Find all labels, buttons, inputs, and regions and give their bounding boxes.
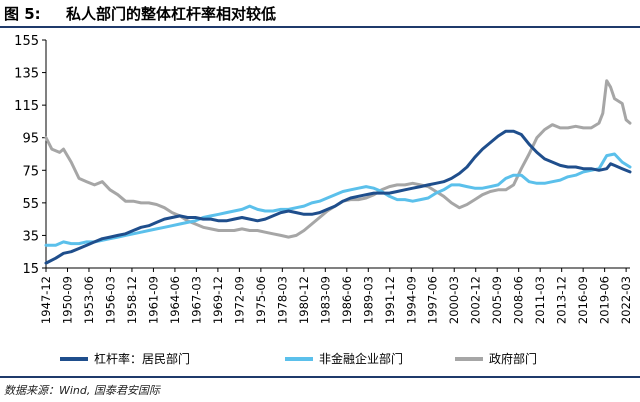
y-tick-label: 75 — [22, 164, 39, 179]
legend: 杠杆率：居民部门 非金融企业部门 政府部门 — [0, 348, 640, 370]
x-tick-label: 2011-03 — [533, 276, 547, 324]
legend-label-household: 杠杆率：居民部门 — [94, 352, 191, 366]
x-tick-label: 2016-09 — [576, 276, 590, 324]
title-divider — [0, 26, 640, 28]
x-tick-label: 2000-03 — [447, 276, 461, 324]
legend-item-corporate: 非金融企业部门 — [285, 350, 403, 367]
x-tick-label: 1986-06 — [340, 276, 354, 324]
x-tick-label: 2008-06 — [512, 276, 526, 324]
x-tick-label: 2022-03 — [619, 276, 633, 324]
legend-item-household: 杠杆率：居民部门 — [60, 350, 190, 367]
x-tick-label: 1961-09 — [146, 276, 160, 324]
x-tick-label: 1969-12 — [211, 276, 225, 324]
x-tick-label: 2005-09 — [490, 276, 504, 324]
x-tick-label: 1947-12 — [39, 276, 53, 324]
chart-title: 私人部门的整体杠杆率相对较低 — [66, 5, 277, 23]
figure-header: 图 5: 私人部门的整体杠杆率相对较低 — [0, 0, 640, 26]
x-tick-label: 1978-03 — [275, 276, 289, 324]
legend-swatch-household — [60, 356, 88, 361]
legend-label-corporate: 非金融企业部门 — [319, 352, 404, 366]
x-tick-label: 1997-06 — [426, 276, 440, 324]
x-tick-label: 1972-09 — [232, 276, 246, 324]
legend-item-government: 政府部门 — [455, 350, 537, 367]
legend-swatch-corporate — [285, 356, 313, 361]
x-tick-label: 2013-12 — [555, 276, 569, 324]
source-note: 数据来源：Wind, 国泰君安国际 — [4, 384, 160, 397]
y-tick-label: 95 — [22, 132, 39, 147]
x-tick-label: 1964-06 — [168, 276, 182, 324]
y-tick-label: 155 — [14, 34, 39, 49]
x-tick-label: 1994-09 — [404, 276, 418, 324]
x-tick-label: 1950-09 — [60, 276, 74, 324]
x-tick-label: 2019-06 — [598, 276, 612, 324]
series-line-corporate — [44, 152, 632, 247]
y-tick-label: 115 — [14, 99, 39, 114]
x-tick-label: 1989-03 — [361, 276, 375, 324]
legend-label-government: 政府部门 — [489, 352, 538, 366]
x-tick-label: 1956-03 — [103, 276, 117, 324]
bottom-divider — [0, 376, 640, 378]
x-tick-label: 1975-06 — [254, 276, 268, 324]
y-tick-label: 55 — [22, 197, 39, 212]
legend-swatch-government — [455, 356, 483, 361]
x-tick-label: 1953-06 — [82, 276, 96, 324]
x-tick-label: 1991-12 — [383, 276, 397, 324]
figure-label: 图 5: — [4, 5, 41, 23]
x-tick-label: 1967-03 — [189, 276, 203, 324]
y-tick-label: 15 — [22, 262, 39, 277]
x-tick-label: 1980-12 — [297, 276, 311, 324]
y-tick-label: 35 — [22, 229, 39, 244]
x-tick-label: 2002-12 — [469, 276, 483, 324]
y-tick-label: 135 — [14, 67, 39, 82]
x-tick-label: 1958-12 — [125, 276, 139, 324]
line-chart: 15 35 55 75 95 115 135 155 1947-12 1950-09 1953-06… — [14, 34, 633, 324]
x-tick-label: 1983-09 — [318, 276, 332, 324]
series-line-household — [44, 129, 632, 265]
